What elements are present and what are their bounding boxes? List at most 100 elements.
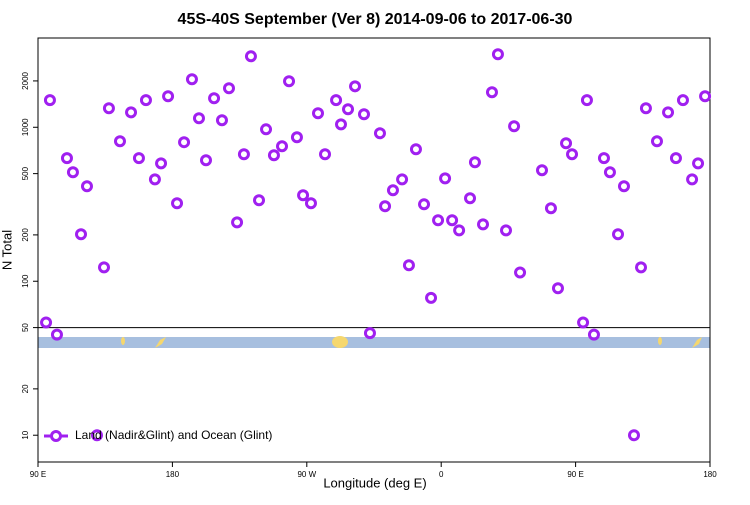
point xyxy=(514,266,527,279)
point xyxy=(491,48,504,61)
point xyxy=(185,73,198,86)
land-patch xyxy=(692,337,702,348)
y-tick-label: 200 xyxy=(21,228,30,242)
point xyxy=(319,148,332,161)
point xyxy=(231,216,244,229)
point xyxy=(40,316,53,329)
point xyxy=(98,261,111,274)
point xyxy=(215,114,228,127)
point xyxy=(686,173,699,186)
point xyxy=(650,135,663,148)
point xyxy=(464,192,477,205)
point xyxy=(276,140,289,153)
point xyxy=(432,214,445,227)
plot-frame xyxy=(37,37,711,463)
point xyxy=(283,75,296,88)
point xyxy=(200,154,212,167)
point xyxy=(627,429,640,442)
point xyxy=(500,224,513,237)
x-tick-label: 90 W xyxy=(297,470,316,479)
point xyxy=(676,94,689,107)
point xyxy=(597,152,610,165)
point xyxy=(551,282,564,295)
point xyxy=(60,152,73,165)
legend-label: Land (Nadir&Glint) and Ocean (Glint) xyxy=(75,428,272,442)
point xyxy=(402,259,415,272)
point xyxy=(439,172,452,185)
point xyxy=(102,102,115,115)
point xyxy=(304,197,317,210)
point xyxy=(139,94,152,107)
x-tick-label: 0 xyxy=(439,470,444,479)
point xyxy=(222,82,235,95)
point xyxy=(330,94,343,107)
point xyxy=(80,180,93,193)
point xyxy=(297,189,310,202)
point xyxy=(75,228,88,241)
land-patch xyxy=(121,337,125,345)
point xyxy=(373,127,386,140)
point xyxy=(90,429,103,442)
point xyxy=(178,136,191,149)
point xyxy=(386,184,399,197)
y-axis-label: N Total xyxy=(0,230,14,270)
point xyxy=(635,261,648,274)
y-tick-label: 500 xyxy=(21,166,30,180)
land-strip xyxy=(38,336,710,348)
point xyxy=(603,166,616,179)
y-tick-label: 10 xyxy=(21,430,30,439)
point xyxy=(260,123,273,136)
point xyxy=(334,118,347,131)
point xyxy=(612,228,625,241)
x-tick-label: 90 E xyxy=(30,470,46,479)
point xyxy=(536,164,548,177)
point xyxy=(244,50,257,63)
y-tick-label: 2000 xyxy=(21,71,30,89)
point xyxy=(132,152,145,165)
point xyxy=(508,120,521,133)
point xyxy=(453,224,466,237)
point xyxy=(43,94,56,107)
point xyxy=(162,90,175,103)
point xyxy=(290,131,303,144)
point xyxy=(468,156,481,169)
point xyxy=(425,291,438,304)
point xyxy=(669,152,682,165)
point xyxy=(342,103,355,116)
point xyxy=(617,180,630,193)
point xyxy=(544,202,557,215)
point xyxy=(446,214,459,227)
point xyxy=(357,108,370,121)
point xyxy=(192,112,205,125)
point xyxy=(50,328,63,341)
point xyxy=(485,86,498,99)
x-tick-label: 90 E xyxy=(567,470,583,479)
legend-marker xyxy=(50,430,62,442)
point xyxy=(267,149,280,162)
point xyxy=(477,218,490,231)
point xyxy=(662,106,675,119)
land-patch xyxy=(658,337,662,345)
y-tick-label: 20 xyxy=(21,384,30,393)
x-tick-label: 180 xyxy=(166,470,180,479)
point xyxy=(580,94,593,107)
y-tick-label: 1000 xyxy=(21,118,30,136)
point xyxy=(148,173,161,186)
point xyxy=(208,92,221,105)
x-axis-label: Longitude (deg E) xyxy=(323,475,426,490)
point xyxy=(639,102,652,115)
point xyxy=(171,197,184,210)
point xyxy=(566,148,579,161)
point xyxy=(692,157,705,170)
ocean-band xyxy=(38,337,710,348)
land-patch xyxy=(332,336,348,348)
point xyxy=(155,157,168,170)
point xyxy=(349,80,362,93)
y-tick-label: 100 xyxy=(21,274,30,288)
y-tick-label: 50 xyxy=(21,323,30,332)
land-patch xyxy=(155,337,166,348)
point xyxy=(125,106,138,119)
point xyxy=(363,327,376,340)
